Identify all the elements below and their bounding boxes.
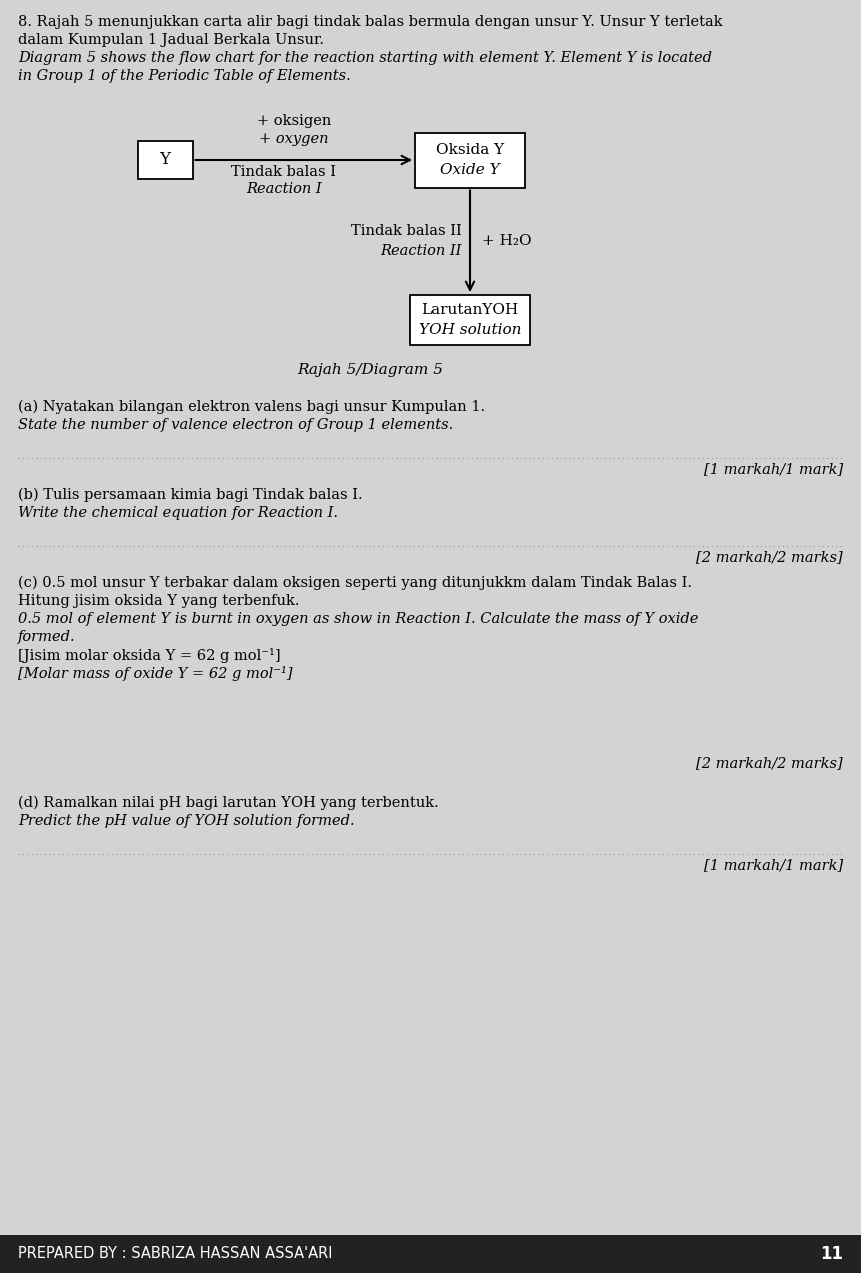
Text: + oxygen: + oxygen: [259, 132, 329, 146]
Text: in Group 1 of the Periodic Table of Elements.: in Group 1 of the Periodic Table of Elem…: [18, 69, 350, 83]
Text: LarutanYOH: LarutanYOH: [421, 303, 518, 317]
Text: 8. Rajah 5 menunjukkan carta alir bagi tindak balas bermula dengan unsur Y. Unsu: 8. Rajah 5 menunjukkan carta alir bagi t…: [18, 15, 722, 29]
Text: + H₂O: + H₂O: [482, 234, 531, 248]
Text: 11: 11: [820, 1245, 843, 1263]
Text: (b) Tulis persamaan kimia bagi Tindak balas I.: (b) Tulis persamaan kimia bagi Tindak ba…: [18, 488, 362, 503]
Text: (d) Ramalkan nilai pH bagi larutan YOH yang terbentuk.: (d) Ramalkan nilai pH bagi larutan YOH y…: [18, 796, 439, 811]
FancyBboxPatch shape: [410, 295, 530, 345]
Text: (c) 0.5 mol unsur Y terbakar dalam oksigen seperti yang ditunjukkm dalam Tindak : (c) 0.5 mol unsur Y terbakar dalam oksig…: [18, 575, 692, 591]
Text: [Molar mass of oxide Y = 62 g mol⁻¹]: [Molar mass of oxide Y = 62 g mol⁻¹]: [18, 666, 293, 681]
Text: Tindak balas I: Tindak balas I: [232, 165, 337, 179]
Text: Reaction I: Reaction I: [246, 182, 321, 196]
Text: PREPARED BY : SABRIZA HASSAN ASSA'ARI: PREPARED BY : SABRIZA HASSAN ASSA'ARI: [18, 1246, 332, 1262]
Text: formed.: formed.: [18, 630, 76, 644]
Text: Tindak balas II: Tindak balas II: [351, 224, 462, 238]
Text: Rajah 5/Diagram 5: Rajah 5/Diagram 5: [297, 363, 443, 377]
Text: [Jisim molar oksida Y = 62 g mol⁻¹]: [Jisim molar oksida Y = 62 g mol⁻¹]: [18, 648, 281, 663]
Text: [2 markah/2 marks]: [2 markah/2 marks]: [697, 756, 843, 770]
Text: YOH solution: YOH solution: [418, 323, 521, 337]
Text: Oxide Y: Oxide Y: [440, 163, 500, 177]
Text: dalam Kumpulan 1 Jadual Berkala Unsur.: dalam Kumpulan 1 Jadual Berkala Unsur.: [18, 33, 324, 47]
Text: Write the chemical equation for Reaction I.: Write the chemical equation for Reaction…: [18, 505, 338, 519]
Text: Reaction II: Reaction II: [381, 244, 462, 258]
Text: [2 markah/2 marks]: [2 markah/2 marks]: [697, 550, 843, 564]
Text: State the number of valence electron of Group 1 elements.: State the number of valence electron of …: [18, 418, 453, 432]
FancyBboxPatch shape: [138, 141, 193, 179]
Text: Predict the pH value of YOH solution formed.: Predict the pH value of YOH solution for…: [18, 813, 355, 827]
Text: 0.5 mol of element Y is burnt in oxygen as show in Reaction I. Calculate the mas: 0.5 mol of element Y is burnt in oxygen …: [18, 612, 698, 626]
Text: Y: Y: [159, 151, 170, 168]
Text: + oksigen: + oksigen: [257, 115, 331, 129]
Text: Hitung jisim oksida Y yang terbenfuk.: Hitung jisim oksida Y yang terbenfuk.: [18, 594, 300, 608]
FancyBboxPatch shape: [415, 132, 525, 187]
Text: Diagram 5 shows the flow chart for the reaction starting with element Y. Element: Diagram 5 shows the flow chart for the r…: [18, 51, 712, 65]
FancyBboxPatch shape: [0, 1235, 861, 1273]
Text: [1 markah/1 mark]: [1 markah/1 mark]: [703, 858, 843, 872]
Text: [1 markah/1 mark]: [1 markah/1 mark]: [703, 462, 843, 476]
Text: Oksida Y: Oksida Y: [436, 143, 504, 157]
Text: (a) Nyatakan bilangan elektron valens bagi unsur Kumpulan 1.: (a) Nyatakan bilangan elektron valens ba…: [18, 400, 485, 415]
